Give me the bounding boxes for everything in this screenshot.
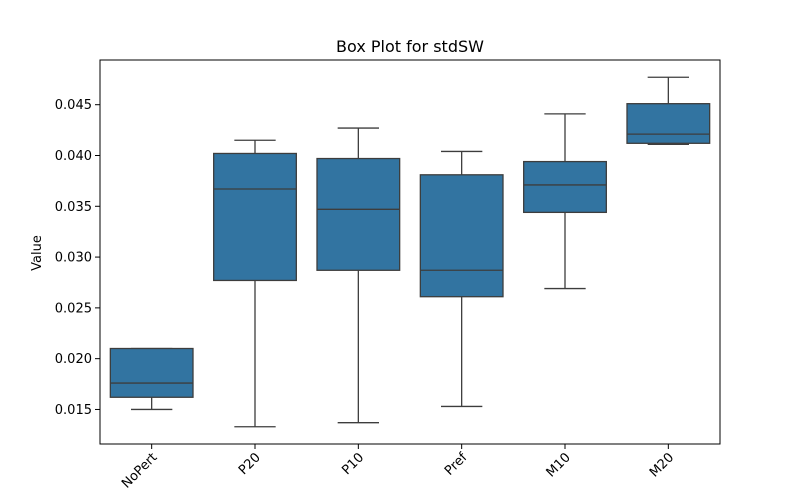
x-tick-label: P20 [236, 450, 264, 478]
box-p20 [213, 152, 297, 282]
box-pref [419, 174, 504, 298]
x-tick-label: M10 [544, 450, 574, 480]
box-p10 [316, 157, 401, 271]
y-axis-label: Value [30, 235, 45, 271]
x-tick-label: P10 [339, 450, 367, 478]
axes-frame [99, 59, 721, 445]
plot-area: 0.015 0.020 0.025 0.030 0.035 0.040 0.045 NoPer… [55, 59, 721, 492]
x-tick-label: NoPert [119, 450, 160, 491]
y-tick-label: 0.035 [55, 200, 92, 215]
y-tick-label: 0.025 [55, 301, 92, 316]
y-tick-label: 0.040 [55, 149, 92, 164]
x-tick-label: M20 [647, 450, 677, 480]
y-tick-label: 0.045 [55, 98, 92, 113]
y-tick-label: 0.020 [55, 352, 92, 367]
x-tick-label: Pref [442, 450, 471, 479]
box-nopert [109, 347, 194, 398]
chart-title: Box Plot for stdSW [336, 37, 484, 56]
box-m10 [523, 160, 607, 214]
box-m20 [626, 103, 711, 144]
y-tick-label: 0.030 [55, 251, 92, 266]
y-tick-label: 0.015 [55, 403, 92, 418]
